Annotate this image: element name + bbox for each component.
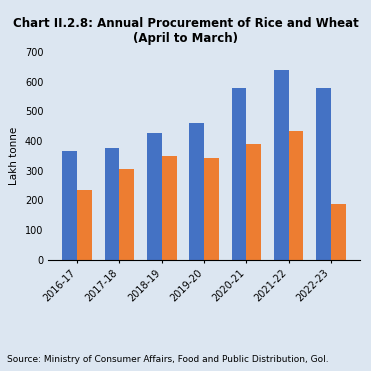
Bar [289,131,303,260]
Bar [62,151,77,260]
Bar [105,148,119,260]
Bar [119,169,134,260]
Text: Chart II.2.8: Annual Procurement of Rice and Wheat
(April to March): Chart II.2.8: Annual Procurement of Rice… [13,17,358,45]
Bar [204,158,219,260]
Bar [331,204,346,260]
Bar [162,156,177,260]
Bar [246,144,261,260]
Text: Source: Ministry of Consumer Affairs, Food and Public Distribution, GoI.: Source: Ministry of Consumer Affairs, Fo… [7,355,329,364]
Bar [232,88,246,260]
Y-axis label: Lakh tonne: Lakh tonne [9,127,19,185]
Bar [147,133,162,260]
Bar [189,123,204,260]
Bar [77,190,92,260]
Bar [316,88,331,260]
Bar [274,70,289,260]
